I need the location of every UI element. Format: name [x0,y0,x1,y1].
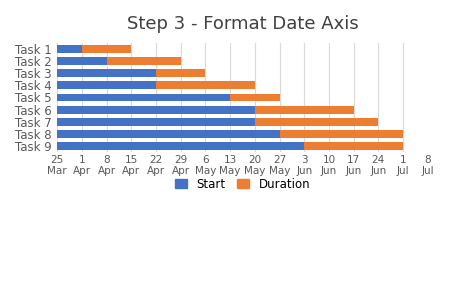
Bar [255,106,354,114]
Bar [230,94,280,101]
Bar [304,142,403,150]
Bar [280,130,403,138]
Bar [156,69,206,77]
Bar [57,118,255,126]
Title: Step 3 - Format Date Axis: Step 3 - Format Date Axis [127,15,358,33]
Bar [57,57,107,65]
Bar [82,45,132,53]
Bar [57,45,82,53]
Bar [107,57,181,65]
Bar [255,118,379,126]
Bar [57,94,230,101]
Bar [57,69,156,77]
Bar [57,142,304,150]
Bar [57,130,280,138]
Bar [57,81,156,89]
Bar [57,106,255,114]
Legend: Start, Duration: Start, Duration [170,173,315,195]
Bar [156,81,255,89]
